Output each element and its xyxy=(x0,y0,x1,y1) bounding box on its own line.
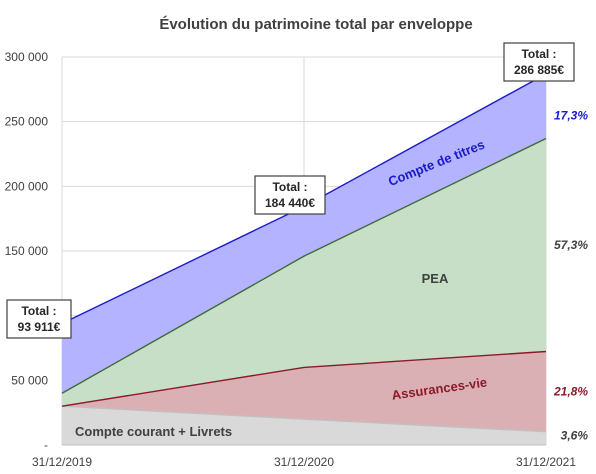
y-tick-label: - xyxy=(44,438,48,452)
chart-title: Évolution du patrimoine total par envelo… xyxy=(159,16,472,33)
share-labels: 3,6% 21,8% 57,3% 17,3% xyxy=(553,108,588,442)
area-3 xyxy=(62,73,546,394)
series-line-2 xyxy=(61,137,547,394)
total-label: Total : xyxy=(272,180,307,194)
total-callouts: Total : 93 911€ Total : 184 440€ Total : 286 … xyxy=(6,42,575,339)
stacked-areas xyxy=(62,73,546,445)
series-label-0: Compte courant + Livrets xyxy=(75,424,232,439)
area-1 xyxy=(62,351,546,432)
area-2 xyxy=(62,138,546,407)
y-tick-label: 150 000 xyxy=(5,244,49,258)
total-label: Total : xyxy=(21,304,56,318)
area-0 xyxy=(62,406,546,445)
share-label-1: 21,8% xyxy=(553,385,588,399)
x-tick-label: 31/12/2021 xyxy=(516,455,576,469)
y-tick-label: 50 000 xyxy=(11,373,48,387)
x-axis: 31/12/2019 31/12/2020 31/12/2021 xyxy=(32,444,576,469)
x-tick-label: 31/12/2020 xyxy=(274,455,334,469)
y-axis: - 50 000 150 000 200 000 250 000 300 000 xyxy=(5,50,49,452)
series-label-2: PEA xyxy=(422,271,449,286)
share-label-3: 17,3% xyxy=(554,108,588,122)
total-box xyxy=(6,299,72,339)
total-callout: Total : 184 440€ xyxy=(254,175,326,215)
total-callout: Total : 286 885€ xyxy=(503,42,575,82)
share-label-0: 3,6% xyxy=(561,429,589,443)
total-box xyxy=(254,175,326,215)
total-callout: Total : 93 911€ xyxy=(6,299,72,339)
total-value: 286 885€ xyxy=(514,63,564,77)
y-tick-label: 250 000 xyxy=(5,115,49,129)
total-value: 93 911€ xyxy=(18,320,61,334)
x-tick-label: 31/12/2019 xyxy=(32,455,92,469)
total-value: 184 440€ xyxy=(265,196,315,210)
share-label-2: 57,3% xyxy=(554,238,588,252)
y-tick-label: 300 000 xyxy=(5,50,49,64)
series-line-0 xyxy=(61,405,547,433)
total-box xyxy=(503,42,575,82)
total-label: Total : xyxy=(521,47,556,61)
y-tick-label: 200 000 xyxy=(5,179,49,193)
series-line-1 xyxy=(61,350,547,407)
